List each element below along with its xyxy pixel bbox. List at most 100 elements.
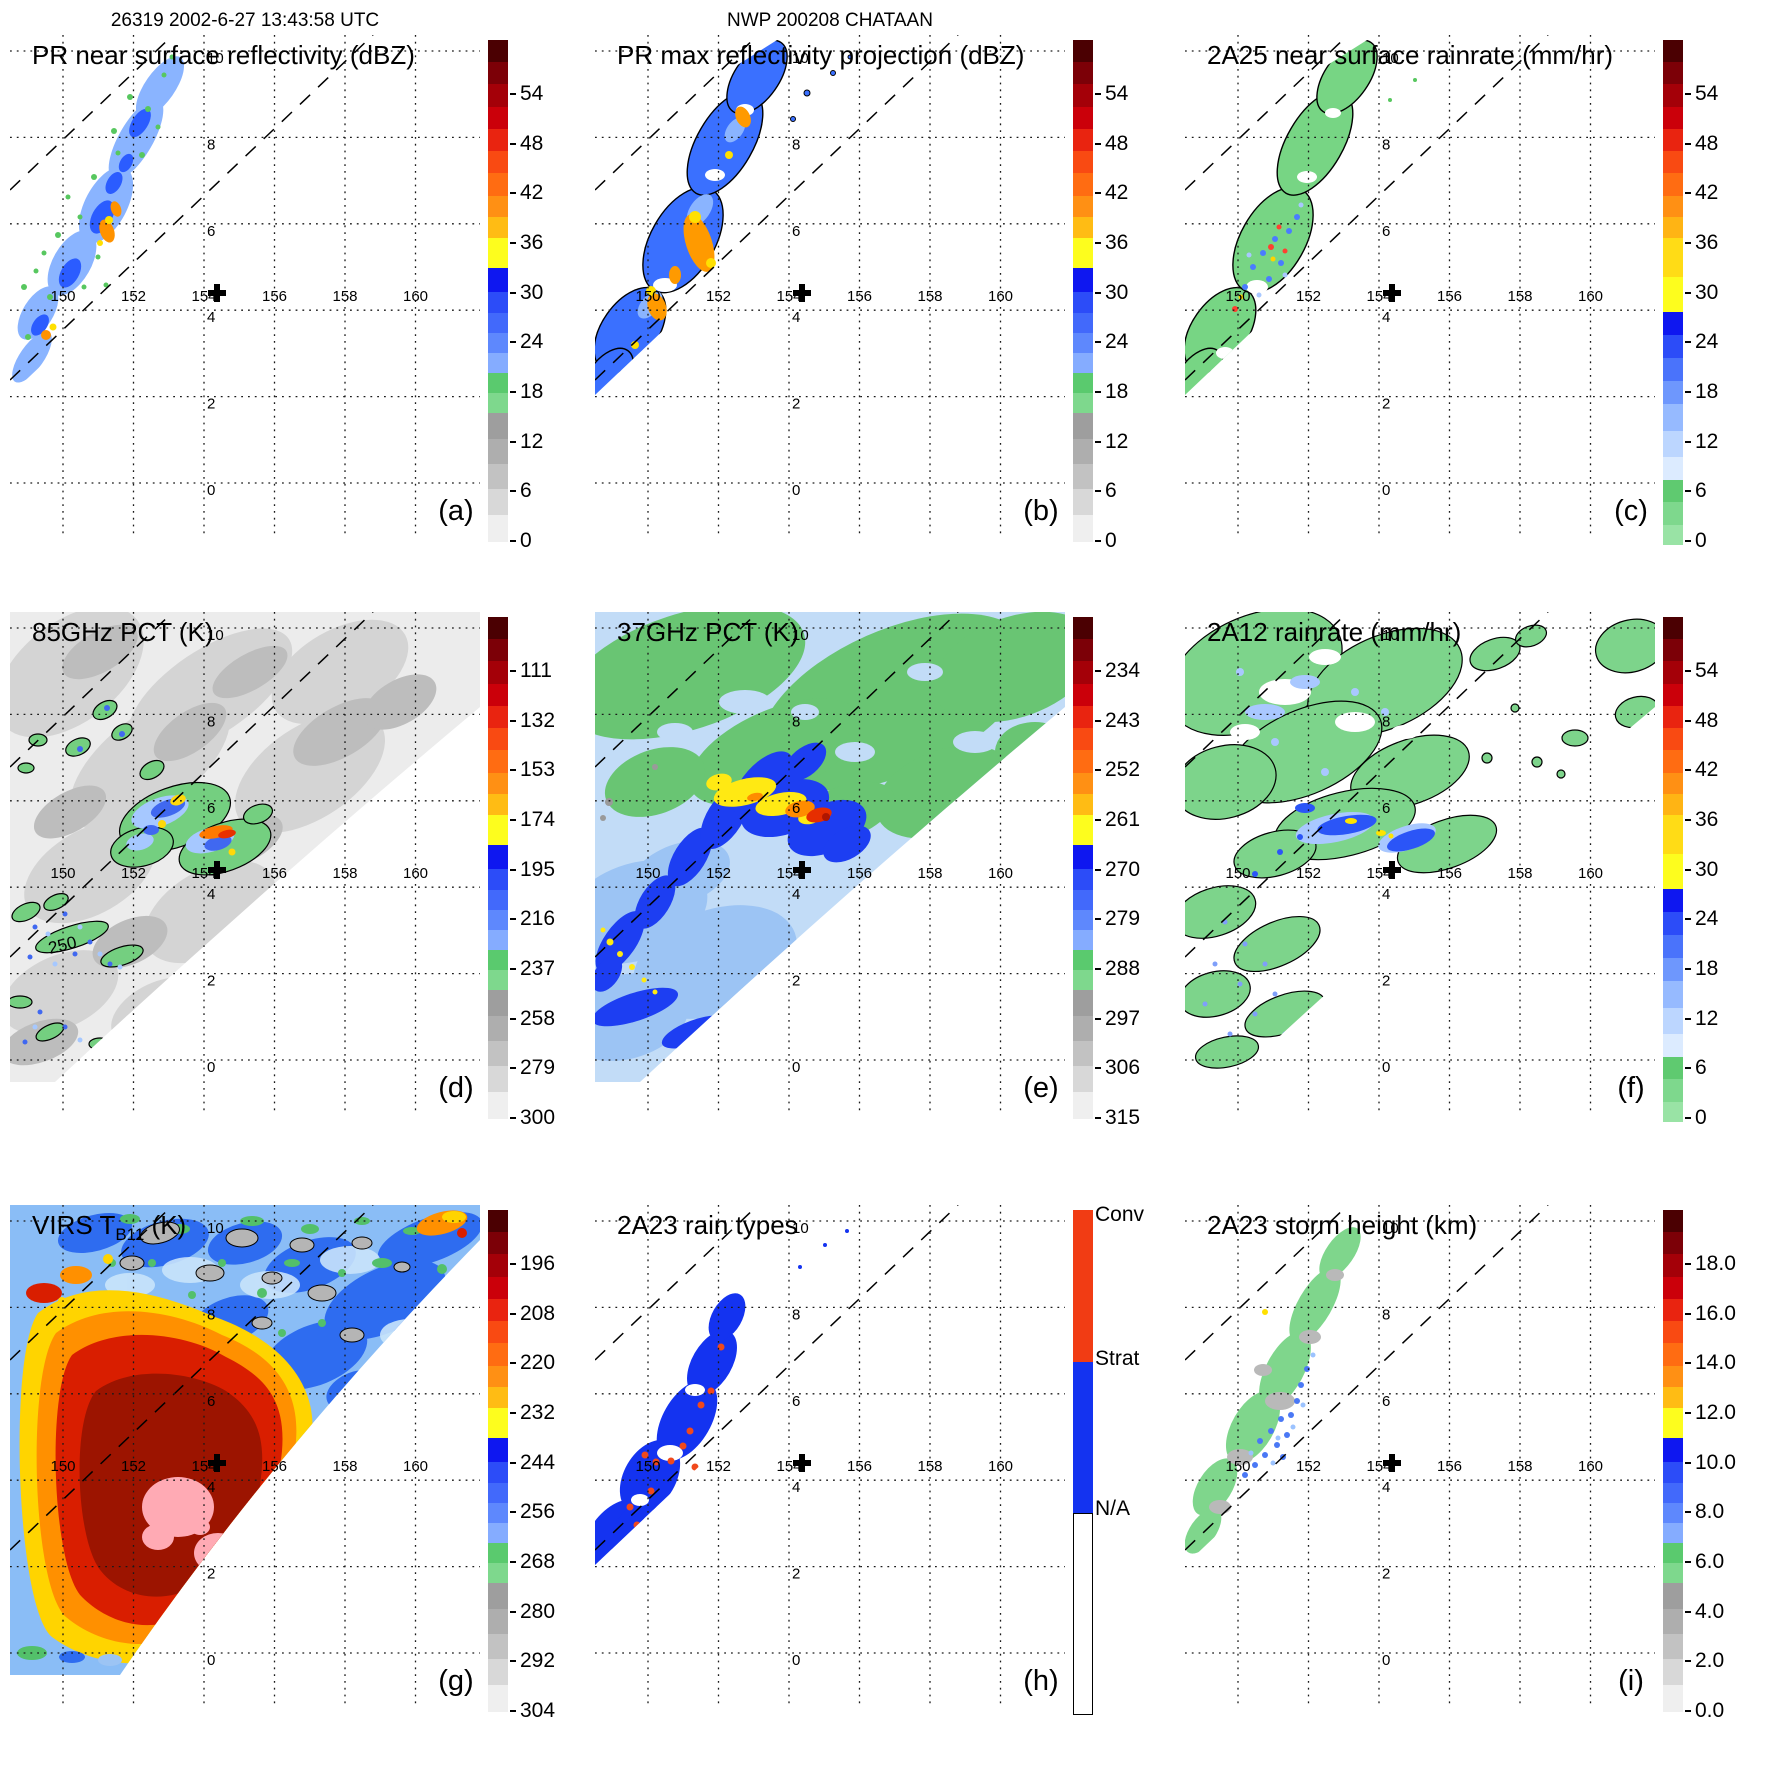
lat-label: 2 xyxy=(792,973,800,990)
lon-label: 160 xyxy=(403,288,428,305)
header-orbit-timestamp: 26319 2002-6-27 13:43:58 UTC xyxy=(110,10,380,31)
panel-letter-b: (b) xyxy=(1023,495,1059,527)
cyclone-center-cross xyxy=(793,284,811,302)
lat-label: 6 xyxy=(207,223,215,240)
virs-swath-data xyxy=(10,1205,480,1675)
pr-swath-edge-dash xyxy=(595,1205,759,1361)
isolated-rain-specks xyxy=(798,1229,849,1269)
panel-f: 150 152 154 156 158 160 10 8 6 4 2 0 2A12 rainrate … xyxy=(1185,612,1765,1187)
lat-label: 10 xyxy=(792,1220,809,1237)
tmi-swath-data xyxy=(1185,612,1655,1069)
colorbar-ticks-g: 196 208 220 232 244 256 268 280 292 304 xyxy=(510,1210,588,1725)
colorbar-f xyxy=(1663,617,1683,1122)
lon-label: 150 xyxy=(1225,865,1250,882)
colorbar-ticks-f: 54 48 42 36 30 24 18 12 6 0 xyxy=(1685,617,1763,1132)
lon-label: 156 xyxy=(1437,1458,1462,1475)
deep-convection-red xyxy=(218,829,236,839)
pr-swath-edge-dash xyxy=(10,612,174,768)
pr-swath-edge-dash xyxy=(1185,35,1549,381)
lat-label: 8 xyxy=(1382,713,1390,730)
upper-left-fringe xyxy=(26,1254,113,1305)
lat-label: 2 xyxy=(1382,1566,1390,1583)
lon-label: 158 xyxy=(917,865,942,882)
panel-title-c: 2A25 near surface rainrate (mm/hr) xyxy=(1207,40,1614,70)
pr-swath-data xyxy=(1185,39,1378,395)
lon-label: 152 xyxy=(121,1458,146,1475)
panel-e: 150 152 154 156 158 160 10 8 6 4 2 0 37GHz PCT (K) … xyxy=(595,612,1175,1187)
panel-title-f: 2A12 rainrate (mm/hr) xyxy=(1207,617,1462,647)
lat-label: 10 xyxy=(207,50,224,67)
lon-label: 150 xyxy=(635,865,660,882)
pr-swath-edge-dash xyxy=(1185,35,1349,191)
lon-label: 150 xyxy=(50,1458,75,1475)
lat-label: 4 xyxy=(207,309,215,326)
lon-label: 150 xyxy=(50,288,75,305)
colorbar-c xyxy=(1663,40,1683,545)
cyclone-center-cross xyxy=(208,1454,226,1472)
lat-label: 2 xyxy=(792,396,800,413)
tmi-swath-data: 250 xyxy=(10,612,480,1082)
lat-label: 8 xyxy=(1382,1306,1390,1323)
cold-gray-patches xyxy=(119,1221,411,1343)
lon-label: 152 xyxy=(706,1458,731,1475)
colorbar-i xyxy=(1663,1210,1683,1715)
lat-label: 2 xyxy=(792,1566,800,1583)
lat-label: 2 xyxy=(1382,396,1390,413)
pr-swath-edge-dash xyxy=(1185,1205,1549,1551)
lat-label: 4 xyxy=(207,1479,215,1496)
pr-swath-edge-dash xyxy=(595,1205,959,1551)
lon-label: 160 xyxy=(403,1458,428,1475)
lat-label: 8 xyxy=(207,136,215,153)
panel-a: 150 152 154 156 158 160 10 8 6 4 2 0 PR near surfac… xyxy=(10,35,590,610)
colorbar-ticks-c: 54 48 42 36 30 24 18 12 6 0 xyxy=(1685,40,1763,555)
pr-swath-edge-dash xyxy=(10,612,374,958)
pr-swath-data xyxy=(595,1293,746,1565)
lon-label: 150 xyxy=(1225,288,1250,305)
lat-label: 8 xyxy=(792,136,800,153)
pr-swath-edge-dash xyxy=(10,35,374,381)
lat-label: 0 xyxy=(1382,1059,1390,1076)
pr-swath-data xyxy=(595,39,788,395)
panel-title-a: PR near surface reflectivity (dBZ) xyxy=(32,40,415,70)
pr-swath-edge-dash xyxy=(1185,1205,1349,1361)
pr-swath-edge-dash xyxy=(1185,612,1349,768)
lon-label: 150 xyxy=(50,865,75,882)
lat-label: 2 xyxy=(1382,973,1390,990)
pr-swath-data xyxy=(1185,1227,1361,1554)
lon-label: 160 xyxy=(1578,865,1603,882)
lon-label: 158 xyxy=(917,288,942,305)
lat-label: 10 xyxy=(1382,627,1399,644)
lon-label: 156 xyxy=(262,288,287,305)
lon-label: 160 xyxy=(988,1458,1013,1475)
panel-i: 150 152 154 156 158 160 10 8 6 4 2 0 2A23 storm hei… xyxy=(1185,1205,1765,1780)
cyclone-center-cross xyxy=(208,284,226,302)
colorbar-g xyxy=(488,1210,508,1715)
lon-label: 156 xyxy=(1437,288,1462,305)
lon-label: 156 xyxy=(1437,865,1462,882)
panel-letter-g: (g) xyxy=(438,1665,474,1697)
isolated-echoes xyxy=(790,54,853,122)
lon-label: 158 xyxy=(332,288,357,305)
lon-label: 160 xyxy=(988,865,1013,882)
panel-title-e: 37GHz PCT (K) xyxy=(617,617,799,647)
lat-label: 4 xyxy=(792,309,800,326)
lon-label: 152 xyxy=(121,288,146,305)
convective-rain-specks xyxy=(621,1343,725,1551)
lat-label: 6 xyxy=(792,1393,800,1410)
lat-label: 0 xyxy=(1382,482,1390,499)
lat-label: 0 xyxy=(207,1059,215,1076)
lat-label: 10 xyxy=(207,627,224,644)
lon-label: 158 xyxy=(332,1458,357,1475)
lat-label: 2 xyxy=(207,973,215,990)
colorbar-h xyxy=(1073,1210,1093,1715)
lon-label: 150 xyxy=(635,288,660,305)
colorbar-a xyxy=(488,40,508,545)
